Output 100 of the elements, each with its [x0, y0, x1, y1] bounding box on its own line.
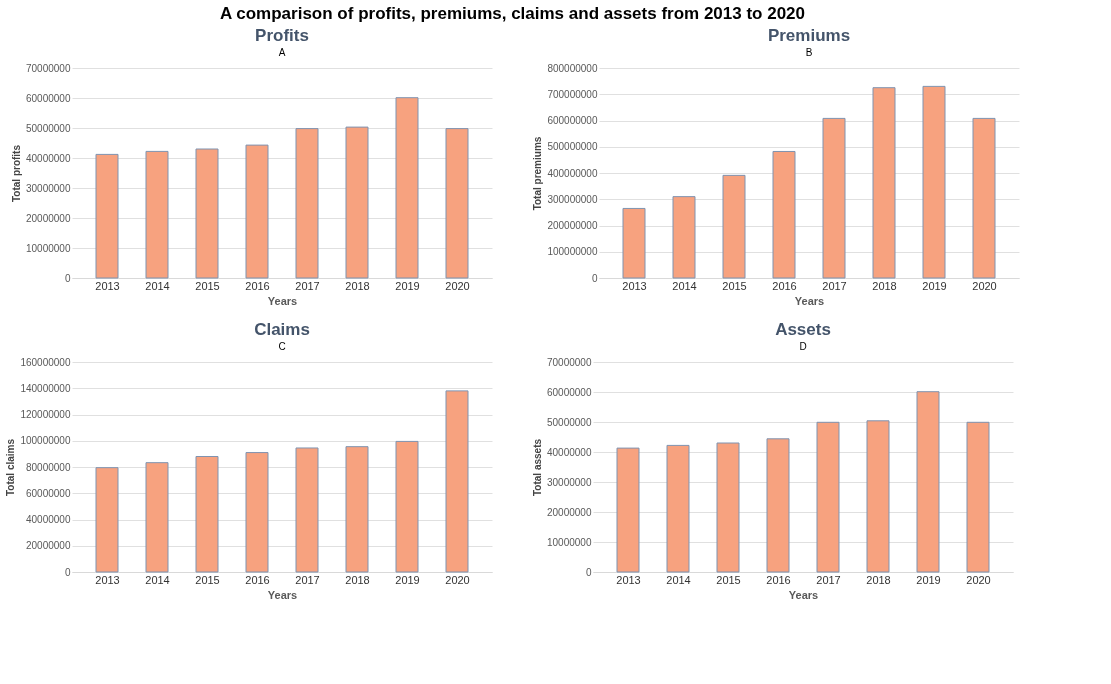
bar: [816, 421, 840, 573]
bar: [145, 150, 169, 279]
bar: [916, 391, 940, 573]
bar: [772, 150, 796, 279]
bar: [622, 207, 646, 279]
x-tick-label: 2017: [816, 573, 841, 586]
bar: [395, 440, 419, 573]
x-tick-label: 2017: [295, 573, 320, 586]
y-tick-label: 100000000: [20, 435, 71, 447]
bar: [195, 148, 219, 279]
x-tick-label: 2014: [672, 279, 697, 292]
bar: [666, 444, 690, 573]
x-tick-label: 2015: [195, 573, 220, 586]
y-axis-title: Total claims: [5, 438, 17, 497]
bar: [345, 446, 369, 573]
y-tick-label: 50000000: [547, 416, 592, 428]
x-tick-label: 2019: [395, 279, 420, 292]
y-tick-label: 800000000: [547, 62, 598, 74]
bar: [245, 144, 269, 279]
bar: [966, 421, 990, 573]
y-tick-label: 10000000: [547, 536, 592, 548]
x-tick-label: 2016: [766, 573, 791, 586]
y-tick-label: 60000000: [26, 92, 71, 104]
bar: [195, 456, 219, 573]
x-tick-label: 2019: [922, 279, 947, 292]
x-tick-label: 2013: [95, 573, 120, 586]
y-tick-label: 0: [585, 566, 592, 578]
y-tick-label: 100000000: [547, 246, 598, 258]
y-tick-label: 80000000: [26, 461, 71, 473]
bar: [922, 85, 946, 279]
y-axis-title: Total premiums: [532, 136, 544, 211]
y-tick-label: 40000000: [26, 152, 71, 164]
x-tick-label: 2020: [966, 573, 991, 586]
x-axis-title: Years: [267, 294, 298, 307]
x-tick-label: 2015: [195, 279, 220, 292]
y-tick-label: 140000000: [20, 382, 71, 394]
text: A: [278, 47, 286, 58]
y-tick-label: 500000000: [547, 141, 598, 153]
y-tick-label: 20000000: [547, 506, 592, 518]
y-tick-label: 400000000: [547, 167, 598, 179]
y-tick-label: 20000000: [26, 540, 71, 552]
y-tick-label: 70000000: [26, 62, 71, 74]
y-tick-label: 700000000: [547, 88, 598, 100]
chart-title: Claims: [254, 320, 310, 339]
y-tick-label: 0: [64, 566, 71, 578]
x-tick-label: 2014: [145, 279, 170, 292]
y-tick-label: 70000000: [547, 356, 592, 368]
x-axis-title: Years: [267, 588, 298, 601]
x-tick-label: 2019: [395, 573, 420, 586]
y-axis-title: Total assets: [532, 438, 544, 497]
y-tick-label: 160000000: [20, 356, 71, 368]
y-tick-label: 300000000: [547, 193, 598, 205]
y-tick-label: 10000000: [26, 242, 71, 254]
x-tick-label: 2017: [822, 279, 847, 292]
y-tick-label: 120000000: [20, 409, 71, 420]
x-tick-label: 2018: [345, 279, 370, 292]
bar: [972, 117, 996, 279]
y-tick-label: 40000000: [26, 514, 71, 525]
x-tick-label: 2014: [666, 573, 691, 586]
x-tick-label: 2017: [295, 279, 320, 292]
bar: [95, 467, 119, 573]
bar: [245, 452, 269, 573]
bar: [145, 462, 169, 573]
bar: [345, 126, 369, 279]
y-tick-label: 60000000: [26, 487, 71, 499]
chart-title: Profits: [255, 26, 309, 45]
y-tick-label: 200000000: [547, 220, 598, 231]
x-tick-label: 2013: [616, 573, 641, 586]
y-tick-label: 0: [591, 272, 598, 284]
x-tick-label: 2016: [245, 573, 270, 586]
y-tick-label: 40000000: [547, 446, 592, 458]
x-tick-label: 2013: [622, 279, 647, 292]
x-tick-label: 2020: [972, 279, 997, 292]
x-tick-label: 2019: [916, 573, 941, 586]
bar: [295, 447, 319, 573]
y-tick-label: 20000000: [26, 212, 71, 224]
bar: [95, 153, 119, 279]
bar: [822, 117, 846, 279]
y-tick-label: 50000000: [26, 122, 71, 134]
y-tick-label: 600000000: [547, 115, 598, 126]
x-tick-label: 2015: [716, 573, 741, 586]
x-tick-label: 2016: [772, 279, 797, 292]
y-tick-label: 30000000: [547, 476, 592, 488]
chart-title: Premiums: [767, 26, 851, 45]
bar: [616, 447, 640, 573]
x-tick-label: 2018: [345, 573, 370, 586]
x-tick-label: 2020: [445, 573, 470, 586]
y-tick-label: 0: [64, 272, 71, 284]
x-tick-label: 2014: [145, 573, 170, 586]
x-tick-label: 2020: [445, 279, 470, 292]
text: D: [799, 341, 807, 352]
x-tick-label: 2015: [722, 279, 747, 292]
text: C: [278, 341, 286, 352]
x-tick-label: 2016: [245, 279, 270, 292]
bar: [395, 97, 419, 279]
bar: [866, 420, 890, 573]
bar: [766, 438, 790, 573]
x-tick-label: 2018: [866, 573, 891, 586]
x-axis-title: Years: [794, 294, 825, 307]
chart-title: Assets: [775, 320, 831, 339]
